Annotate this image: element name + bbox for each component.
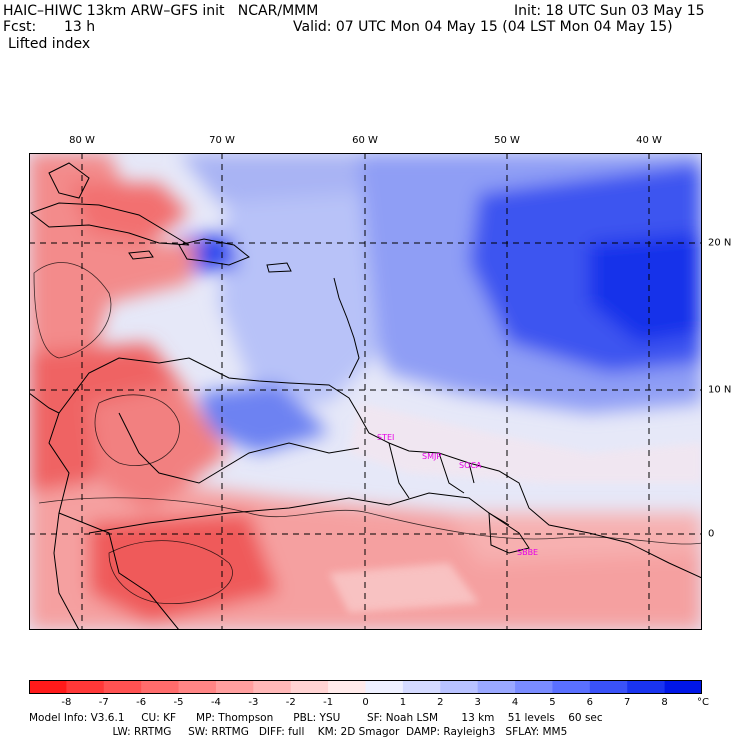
legend-unit: °C bbox=[697, 697, 709, 708]
unstable-region-colombia bbox=[89, 383, 229, 513]
legend-swatch bbox=[627, 680, 666, 694]
legend-swatch bbox=[328, 680, 366, 694]
model-title: HAIC–HIWC 13km ARW–GFS init NCAR/MMM bbox=[3, 3, 319, 19]
lon-label-70w: 70 W bbox=[209, 135, 235, 146]
station-soca: SOCA bbox=[459, 461, 482, 470]
legend-swatch bbox=[253, 680, 292, 694]
neutral-band-guianas bbox=[349, 403, 702, 483]
legend-tick-label: 7 bbox=[624, 697, 631, 708]
coast-cuba bbox=[29, 202, 190, 246]
legend-swatch bbox=[365, 680, 404, 694]
contour-colombia bbox=[94, 394, 180, 466]
stable-region-north bbox=[179, 153, 359, 203]
legend-swatch bbox=[29, 680, 67, 694]
legend-swatch bbox=[402, 680, 441, 694]
lifted-index-map: STEI SMJP SOCA SBBE bbox=[29, 153, 702, 630]
legend-tick-label: -3 bbox=[248, 697, 259, 708]
lat-label-0: 0 bbox=[708, 528, 715, 540]
model-info-line2: LW: RRTMG SW: RRTMG DIFF: full KM: 2D Sm… bbox=[29, 726, 568, 738]
unstable-region-east-coast bbox=[449, 513, 702, 563]
coast-amazon-delta bbox=[488, 512, 530, 554]
legend-tick-label: 5 bbox=[549, 697, 556, 708]
field-name: Lifted index bbox=[8, 36, 91, 52]
contour-south bbox=[38, 497, 702, 545]
legend-swatch bbox=[215, 680, 254, 694]
legend-swatch bbox=[178, 680, 217, 694]
legend-swatch bbox=[290, 680, 329, 694]
init-time: Init: 18 UTC Sun 03 May 15 bbox=[514, 3, 705, 19]
stable-region-central bbox=[219, 173, 379, 403]
legend-tick-label: 0 bbox=[362, 697, 369, 708]
legend-swatch bbox=[66, 680, 105, 694]
legend-tick-label: -5 bbox=[173, 697, 184, 708]
valid-time: Valid: 07 UTC Mon 04 May 15 (04 LST Mon … bbox=[293, 19, 673, 35]
lat-label-20n: 20 N bbox=[708, 237, 732, 249]
legend-swatch bbox=[515, 680, 553, 694]
stable-region-venezuela bbox=[199, 383, 329, 453]
forecast-hour: 13 h bbox=[64, 19, 96, 35]
station-stei: STEI bbox=[377, 433, 394, 442]
coast-puerto-rico bbox=[266, 262, 292, 273]
coast-south-america bbox=[58, 357, 702, 579]
legend-swatch bbox=[589, 680, 628, 694]
forecast-label: Fcst: bbox=[3, 19, 37, 35]
coast-central-america bbox=[29, 392, 80, 630]
legend-tick-label: -8 bbox=[61, 697, 72, 708]
lon-label-80w: 80 W bbox=[69, 135, 95, 146]
legend-tick-label: -6 bbox=[136, 697, 147, 708]
model-info-line1: Model Info: V3.6.1 CU: KF MP: Thompson P… bbox=[29, 712, 603, 724]
legend-tick-label: 1 bbox=[399, 697, 407, 708]
legend-tick-label: 2 bbox=[437, 697, 444, 708]
legend-swatch bbox=[477, 680, 516, 694]
map-frame bbox=[29, 153, 702, 630]
lesser-antilles bbox=[333, 277, 360, 379]
border-peru bbox=[58, 512, 180, 630]
legend-tick-label: 4 bbox=[511, 697, 519, 708]
legend-swatch bbox=[440, 680, 479, 694]
legend-tick-label: 6 bbox=[586, 697, 594, 708]
legend-tick-label: -7 bbox=[98, 697, 109, 708]
coast-hispaniola bbox=[178, 238, 250, 266]
border-venezuela bbox=[118, 412, 360, 484]
lon-label-40w: 40 W bbox=[636, 135, 662, 146]
neutral-patch-south bbox=[329, 563, 479, 613]
station-sbbe: SBBE bbox=[517, 548, 538, 557]
lat-label-10n: 10 N bbox=[708, 384, 732, 396]
coast-yucatan bbox=[48, 162, 90, 199]
contour-west bbox=[33, 262, 112, 359]
legend-tick-label: 8 bbox=[661, 697, 668, 708]
color-legend bbox=[29, 680, 702, 694]
station-smjp: SMJP bbox=[422, 452, 441, 461]
border-brazil bbox=[88, 492, 510, 534]
legend-swatch bbox=[103, 680, 142, 694]
legend-swatch bbox=[141, 680, 180, 694]
legend-tick-label: 3 bbox=[474, 697, 481, 708]
border-guianas bbox=[388, 442, 475, 499]
contour-amazon bbox=[108, 540, 233, 605]
lon-label-50w: 50 W bbox=[494, 135, 520, 146]
legend-tick-label: -2 bbox=[285, 697, 296, 708]
stable-max-east bbox=[589, 233, 702, 343]
legend-swatch bbox=[552, 680, 591, 694]
legend-tick-label: -4 bbox=[210, 697, 221, 708]
coast-jamaica bbox=[128, 250, 154, 260]
legend-swatch bbox=[664, 680, 702, 694]
legend-frame bbox=[29, 680, 702, 694]
legend-tick-label: -1 bbox=[323, 697, 334, 708]
lon-label-60w: 60 W bbox=[352, 135, 378, 146]
